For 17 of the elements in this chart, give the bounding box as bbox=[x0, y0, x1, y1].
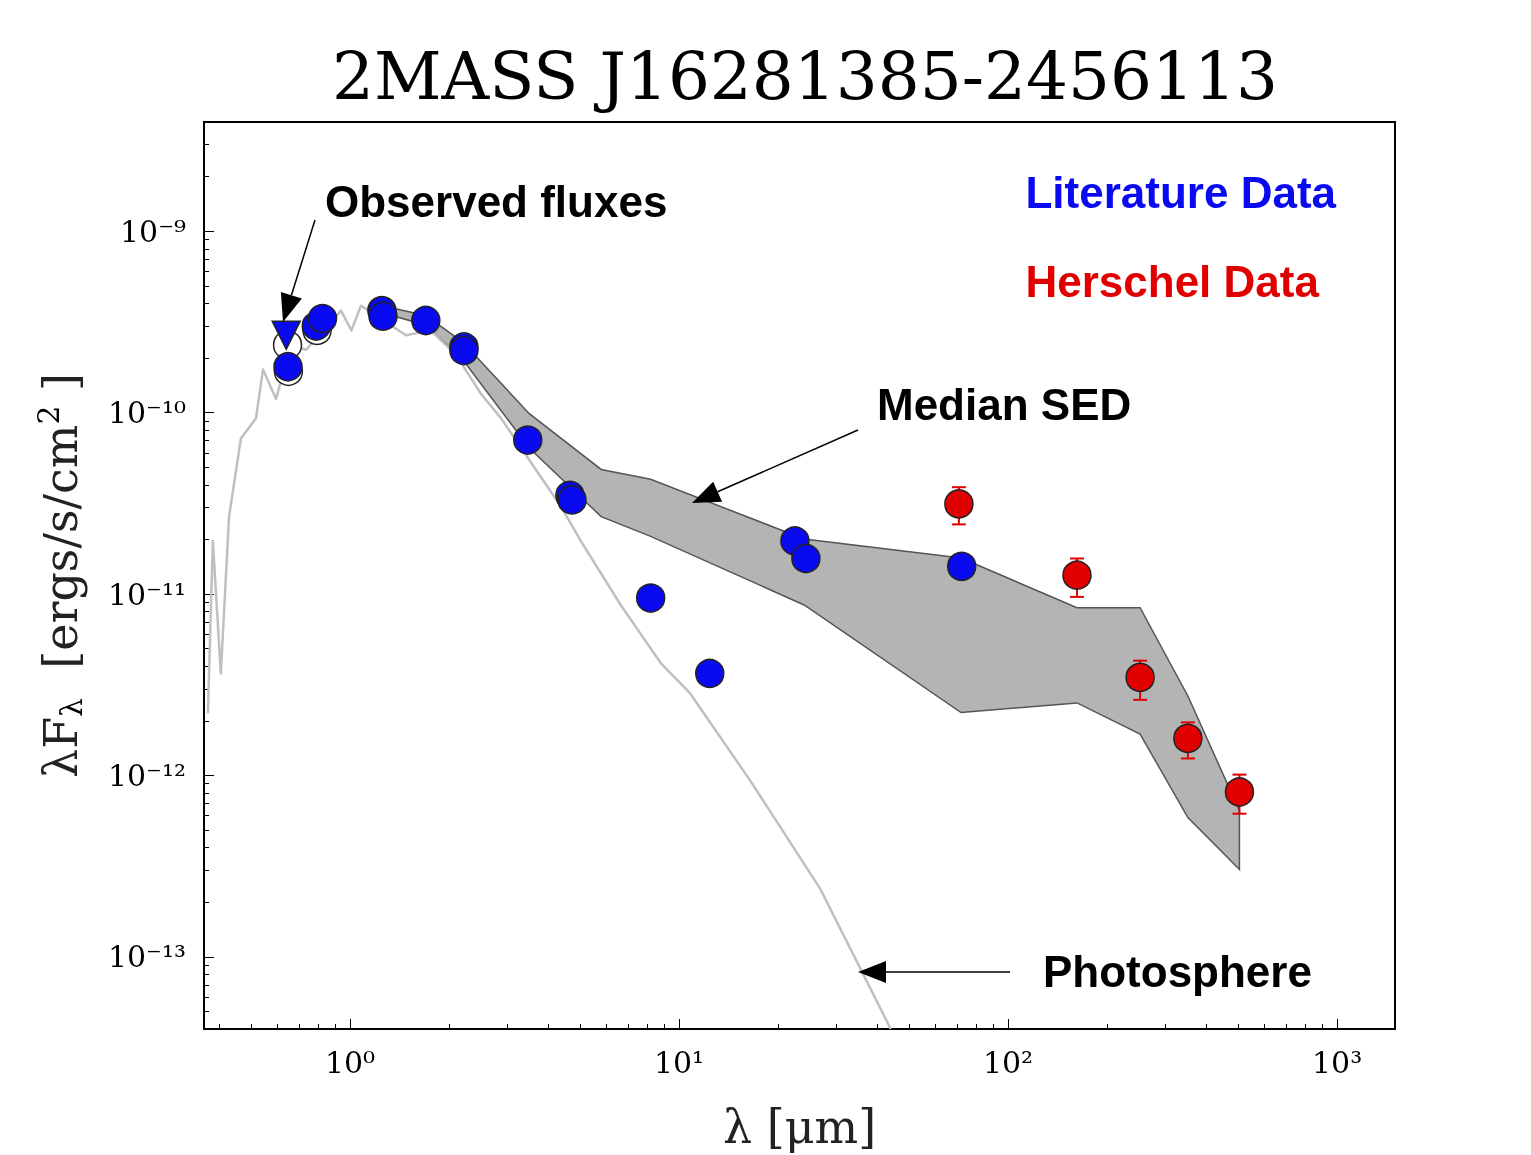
y-tick-label: 10⁻¹¹ bbox=[107, 576, 186, 612]
y-tick-label: 10⁻¹⁰ bbox=[107, 395, 186, 431]
x-tick-label: 10² bbox=[982, 1044, 1034, 1080]
x-tick-label: 10³ bbox=[1311, 1044, 1363, 1080]
text: Herschel Data bbox=[1025, 256, 1320, 306]
x-axis-title: λ [μm] bbox=[722, 1100, 877, 1154]
text: Literature Data bbox=[1025, 167, 1337, 217]
annotation: Observed fluxes bbox=[325, 176, 668, 226]
y-tick-label: 10⁻⁹ bbox=[119, 213, 186, 249]
y-tick-label: 10⁻¹³ bbox=[107, 939, 186, 975]
y-tick-label: 10⁻¹² bbox=[107, 757, 186, 793]
chart-title: 2MASS J16281385-2456113 bbox=[331, 37, 1279, 115]
y-axis-title: λFλ [ergs/s/cm2 ] bbox=[31, 372, 90, 779]
x-tick-label: 10⁰ bbox=[324, 1044, 376, 1080]
x-tick-label: 10¹ bbox=[653, 1044, 705, 1080]
annotation: Median SED bbox=[877, 379, 1132, 429]
annotation: Photosphere bbox=[1043, 946, 1312, 996]
